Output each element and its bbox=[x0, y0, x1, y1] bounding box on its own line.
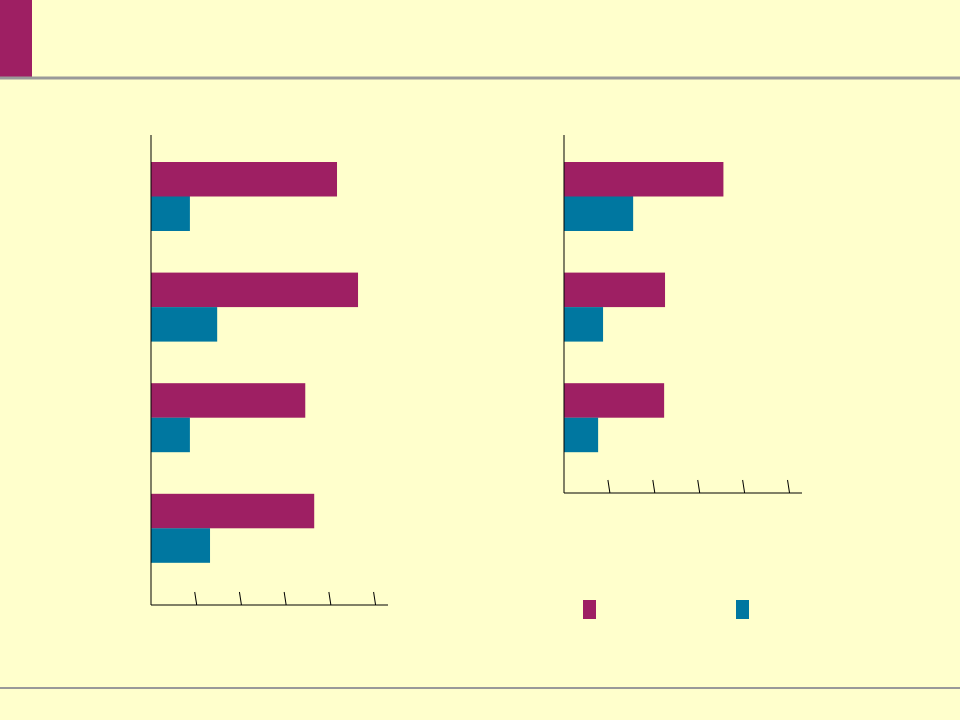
x-tick bbox=[787, 479, 791, 494]
x-tick bbox=[194, 591, 198, 606]
title-accent bbox=[0, 0, 32, 77]
bar bbox=[151, 528, 211, 563]
x-tick bbox=[238, 591, 242, 606]
bar bbox=[151, 307, 218, 342]
bar bbox=[151, 493, 315, 529]
bar bbox=[564, 417, 599, 453]
bar bbox=[564, 196, 634, 231]
legend-swatch bbox=[583, 600, 596, 619]
bar bbox=[151, 272, 359, 308]
bar bbox=[151, 196, 190, 231]
x-tick bbox=[697, 479, 701, 494]
x-tick bbox=[607, 479, 611, 494]
bar bbox=[564, 307, 604, 342]
bar bbox=[564, 272, 666, 308]
bar bbox=[564, 162, 724, 197]
x-tick bbox=[742, 479, 746, 494]
x-tick bbox=[652, 479, 656, 494]
x-tick bbox=[373, 591, 377, 606]
bar bbox=[151, 417, 190, 453]
x-tick bbox=[283, 591, 287, 606]
x-tick bbox=[328, 591, 332, 606]
legend-swatch bbox=[736, 600, 749, 619]
bar bbox=[564, 383, 665, 418]
bar bbox=[151, 383, 306, 418]
bar bbox=[151, 162, 338, 197]
